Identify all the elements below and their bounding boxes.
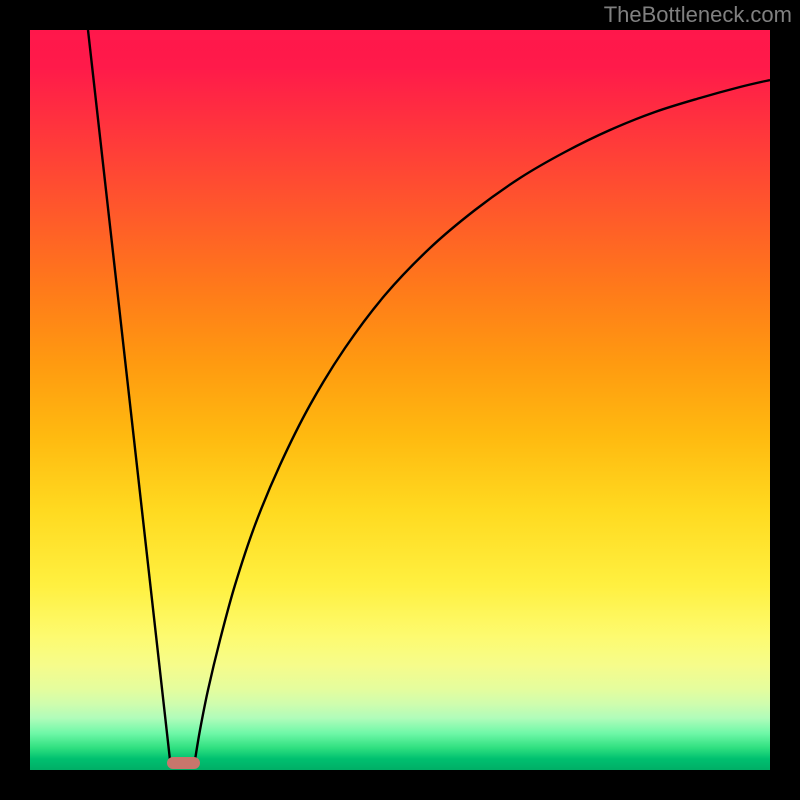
left-descending-line (88, 30, 170, 760)
curve-layer (30, 30, 770, 770)
watermark-text: TheBottleneck.com (604, 2, 792, 28)
chart-container: TheBottleneck.com (0, 0, 800, 800)
minimum-marker (167, 757, 200, 769)
right-rising-curve (195, 80, 770, 760)
plot-area (30, 30, 770, 770)
